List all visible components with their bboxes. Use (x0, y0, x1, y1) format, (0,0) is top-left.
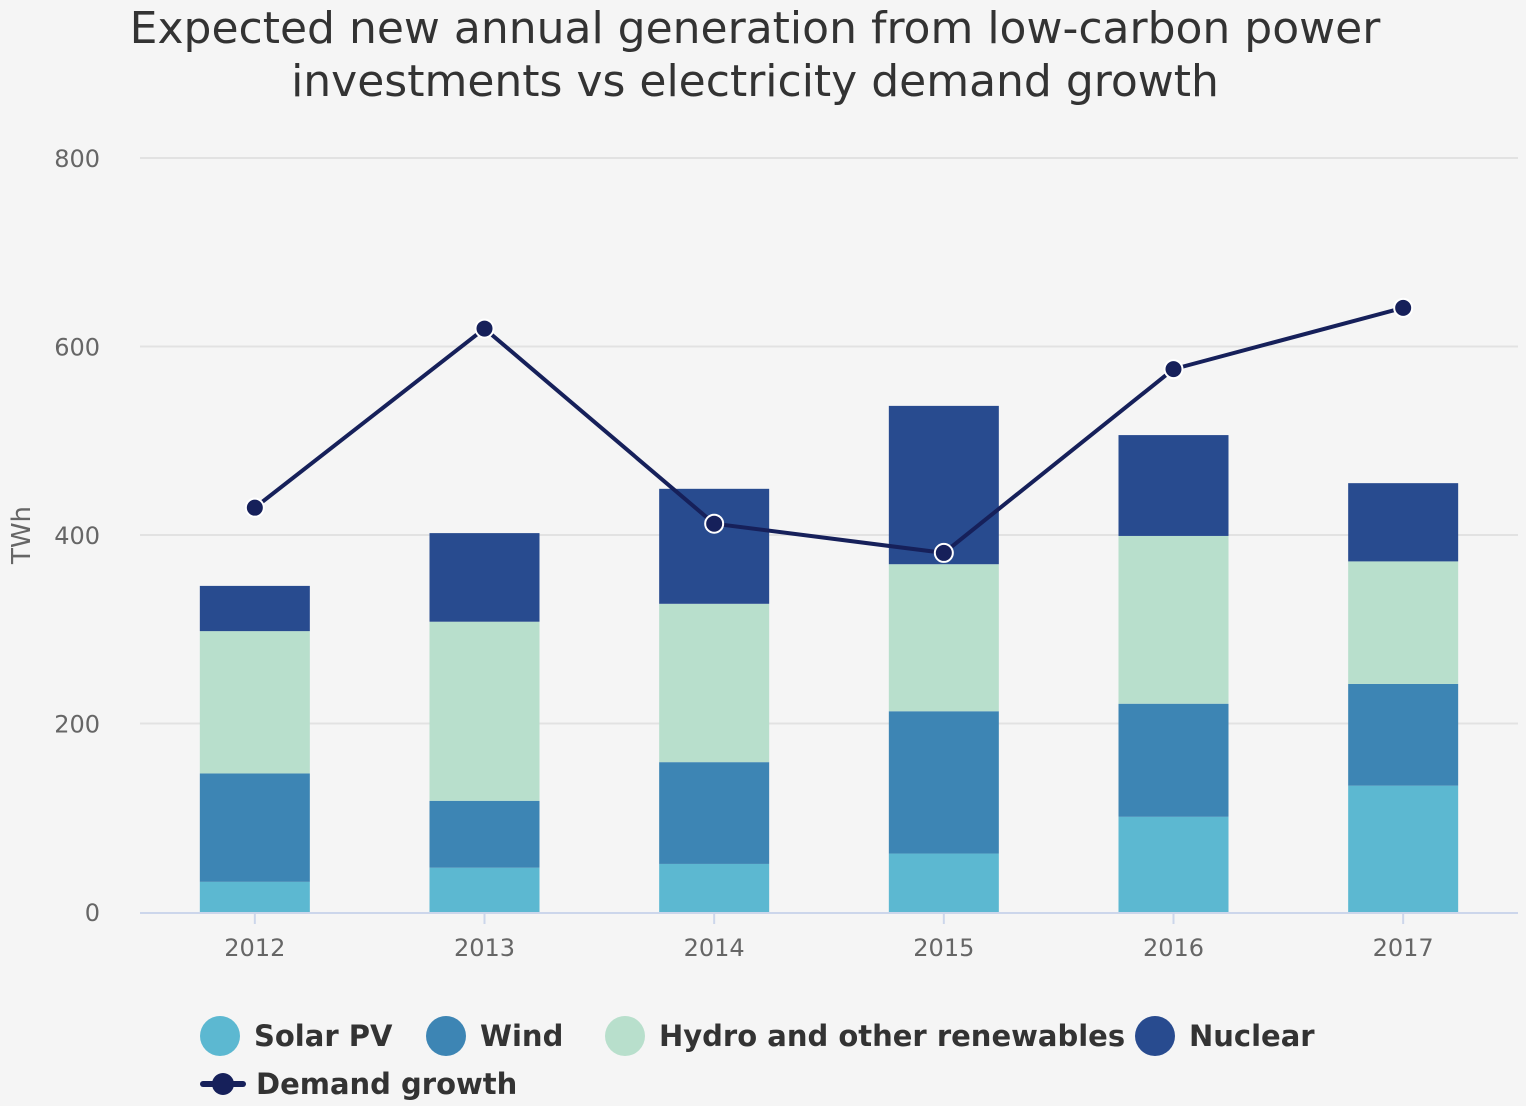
y-axis-label: TWh (7, 506, 37, 565)
bar-wind-2016[interactable] (1118, 703, 1229, 817)
y-tick-label: 0 (85, 899, 100, 927)
demand-growth-point-2014[interactable] (704, 513, 725, 534)
bar-solar-pv-2013[interactable] (429, 867, 540, 912)
bar-solar-pv-2012[interactable] (199, 881, 310, 912)
legend-label-demand-growth: Demand growth (256, 1067, 518, 1101)
bar-wind-2014[interactable] (659, 762, 770, 864)
bar-solar-pv-2014[interactable] (659, 863, 770, 912)
bar-hydro-and-other-renewables-2012[interactable] (199, 631, 310, 774)
legend-item-demand-growth[interactable]: Demand growth (200, 1064, 517, 1104)
x-tick-label: 2012 (224, 934, 285, 962)
y-tick-label: 400 (54, 522, 100, 550)
demand-growth-point-2013[interactable] (474, 318, 495, 339)
legend-swatch-hydro (605, 1016, 645, 1056)
bar-wind-2013[interactable] (429, 800, 540, 868)
chart-title-line-1: Expected new annual generation from low-… (129, 3, 1381, 54)
x-tick-label: 2015 (913, 934, 974, 962)
demand-growth-point-2012[interactable] (244, 497, 265, 518)
legend-item-hydro[interactable]: Hydro and other renewables (605, 1016, 1125, 1056)
bar-nuclear-2014[interactable] (659, 488, 770, 604)
demand-growth-point-2016[interactable] (1163, 359, 1184, 380)
legend-item-nuclear[interactable]: Nuclear (1135, 1016, 1315, 1056)
x-tick-label: 2017 (1373, 934, 1434, 962)
bar-wind-2017[interactable] (1348, 683, 1459, 786)
chart-title: Expected new annual generation from low-… (0, 2, 1510, 108)
bar-solar-pv-2016[interactable] (1118, 816, 1229, 912)
legend-label-wind: Wind (480, 1019, 564, 1053)
bar-hydro-and-other-renewables-2017[interactable] (1348, 561, 1459, 684)
bar-hydro-and-other-renewables-2015[interactable] (888, 564, 999, 712)
bar-wind-2015[interactable] (888, 711, 999, 854)
bar-hydro-and-other-renewables-2014[interactable] (659, 603, 770, 763)
chart-title-line-2: investments vs electricity demand growth (291, 56, 1219, 107)
legend-swatch-nuclear (1135, 1016, 1175, 1056)
legend-item-wind[interactable]: Wind (426, 1016, 563, 1056)
demand-growth-point-2015[interactable] (933, 542, 954, 563)
chart-plot: 0 200 400 600 800 TWh 2012 2013 2014 2015 2016 2017 (7, 145, 1518, 962)
legend-swatch-demand-growth (200, 1064, 246, 1104)
legend-item-solar-pv[interactable]: Solar PV (200, 1016, 392, 1056)
bar-solar-pv-2017[interactable] (1348, 785, 1459, 912)
legend-swatch-solar-pv (200, 1016, 240, 1056)
bar-nuclear-2016[interactable] (1118, 435, 1229, 536)
bar-wind-2012[interactable] (199, 773, 310, 882)
x-tick-label: 2013 (454, 934, 515, 962)
y-tick-label: 800 (54, 145, 100, 173)
bar-hydro-and-other-renewables-2016[interactable] (1118, 535, 1229, 704)
demand-growth-point-2017[interactable] (1393, 297, 1414, 318)
y-tick-label: 600 (54, 334, 100, 362)
bar-nuclear-2013[interactable] (429, 533, 540, 622)
bar-solar-pv-2015[interactable] (888, 853, 999, 912)
bar-nuclear-2017[interactable] (1348, 483, 1459, 562)
legend-label-hydro: Hydro and other renewables (659, 1019, 1126, 1053)
bar-nuclear-2015[interactable] (888, 405, 999, 565)
demand-growth-line (253, 305, 1404, 555)
legend-swatch-wind (426, 1016, 466, 1056)
x-tick-label: 2014 (684, 934, 745, 962)
y-tick-label: 200 (54, 711, 100, 739)
x-tick-label: 2016 (1143, 934, 1204, 962)
bar-nuclear-2012[interactable] (199, 585, 310, 632)
bar-hydro-and-other-renewables-2013[interactable] (429, 621, 540, 801)
legend-label-solar-pv: Solar PV (254, 1019, 393, 1053)
legend-label-nuclear: Nuclear (1189, 1019, 1315, 1053)
